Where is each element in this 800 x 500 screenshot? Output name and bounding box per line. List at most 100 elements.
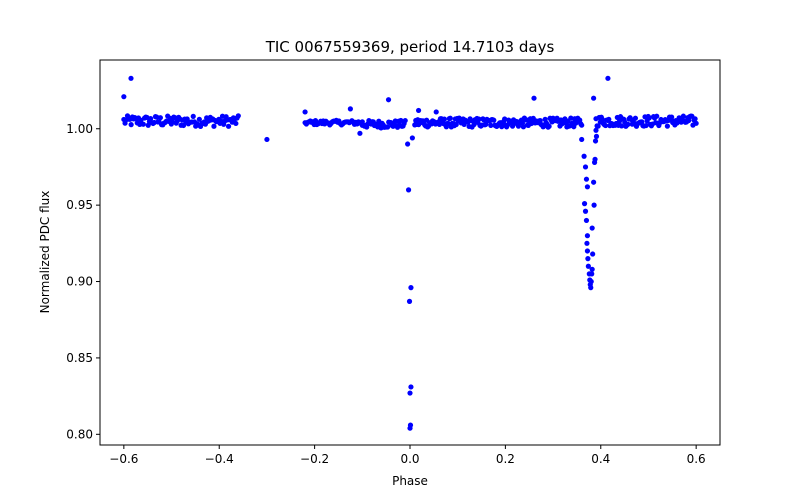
x-tick-label: 0.2 [496,452,515,466]
y-axis: 0.80 0.85 0.90 0.95 1.00 [66,122,100,441]
data-point [433,109,439,115]
data-point [546,123,552,129]
data-point [441,116,447,122]
data-point [582,208,589,214]
x-axis-label: Phase [392,474,428,488]
data-point [128,122,134,128]
chart-title: TIC 0067559369, period 14.7103 days [265,38,555,56]
data-point [196,116,202,122]
data-point [583,176,590,182]
data-point [592,156,598,162]
data-point [625,121,631,127]
y-tick-label: 1.00 [66,122,93,136]
data-point [585,263,591,269]
data-point [357,130,363,136]
data-point [654,113,660,119]
data-point [453,121,459,128]
data-point [406,298,413,304]
data-point [605,75,611,81]
data-points [121,75,699,431]
data-point [602,122,609,129]
data-point [599,116,605,123]
data-point [606,116,612,122]
data-point [385,97,392,103]
data-point [591,202,597,208]
data-point [584,240,590,246]
data-point [128,75,134,81]
x-tick-label: 0.6 [687,452,706,466]
data-point [407,390,413,396]
data-point [502,116,508,122]
data-point [407,425,413,431]
data-point [664,123,670,129]
data-point [148,116,154,122]
data-point [211,123,217,129]
y-axis-label: Normalized PDC flux [38,191,52,314]
x-tick-label: −0.2 [300,452,329,466]
data-point [584,184,591,190]
data-point [591,95,597,101]
data-point [408,384,414,390]
data-point [225,123,232,129]
data-point [584,248,591,254]
data-point [592,138,599,144]
data-point [190,113,196,119]
data-point [589,266,595,272]
data-point [415,107,422,114]
data-point [531,95,537,101]
data-point [581,201,588,207]
y-tick-label: 0.90 [66,275,93,289]
data-point [589,271,595,277]
data-point [581,153,587,159]
data-point [398,117,404,124]
data-point [590,251,596,257]
x-tick-label: 0.4 [591,452,610,466]
data-point [583,217,590,224]
data-point [447,115,453,121]
data-point [632,115,639,121]
data-point [568,115,574,121]
data-point [591,179,597,185]
data-point [584,233,591,239]
data-point [595,123,601,129]
data-point [235,113,241,119]
data-point [693,120,699,126]
data-point [582,164,589,170]
data-point [618,123,625,129]
data-point [589,225,595,231]
x-tick-label: 0.0 [400,452,419,466]
data-point [593,127,599,133]
data-point [405,141,411,147]
y-tick-label: 0.85 [66,351,93,365]
data-point [491,117,497,123]
data-point [471,121,477,128]
data-point [585,256,591,262]
data-point [264,136,270,143]
data-point [515,123,522,129]
data-point [233,120,239,127]
data-point [385,124,391,130]
data-point [140,121,146,127]
data-point [643,122,649,129]
data-point [402,117,408,124]
data-point [408,285,414,291]
data-point [579,122,585,128]
data-point [445,120,451,127]
data-point [483,121,489,127]
data-point [409,135,415,141]
data-point [302,109,308,115]
data-point [680,113,686,119]
data-point [157,115,163,121]
data-point [520,124,527,130]
data-point [347,106,353,112]
data-point [579,136,585,143]
data-point [692,116,698,122]
data-point [588,278,594,285]
y-tick-label: 0.95 [66,198,93,212]
y-tick-label: 0.80 [66,427,93,441]
x-axis: −0.6 −0.4 −0.2 0.0 0.2 0.4 0.6 [109,445,706,466]
data-point [476,116,482,122]
data-point [488,122,494,128]
